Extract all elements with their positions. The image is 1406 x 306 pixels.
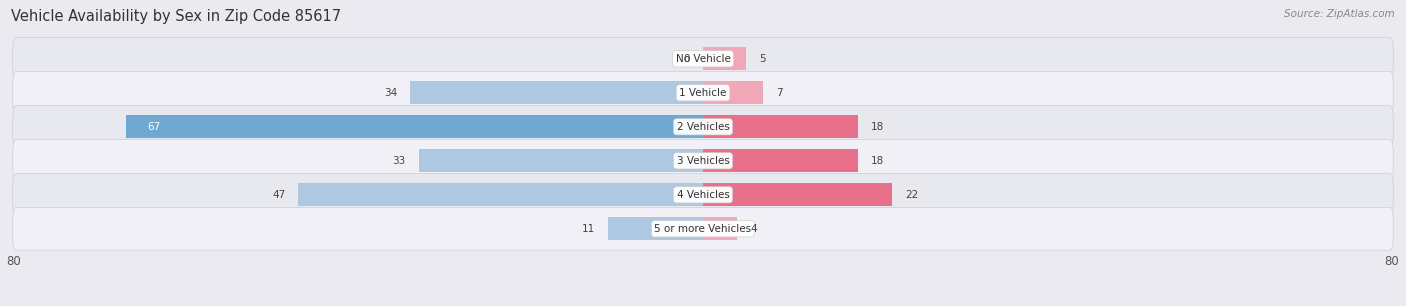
Text: Vehicle Availability by Sex in Zip Code 85617: Vehicle Availability by Sex in Zip Code … [11,9,342,24]
Bar [703,81,763,104]
Text: 5: 5 [759,54,766,64]
Bar [609,217,703,241]
Text: 47: 47 [273,190,285,200]
Text: 4: 4 [751,224,756,234]
Bar [298,183,703,206]
Bar [127,115,703,138]
Text: 22: 22 [905,190,918,200]
Text: 7: 7 [776,88,783,98]
Bar [419,149,703,172]
Text: 3 Vehicles: 3 Vehicles [676,156,730,166]
Text: 11: 11 [582,224,595,234]
Text: 5 or more Vehicles: 5 or more Vehicles [654,224,752,234]
Bar [703,183,893,206]
Text: 0: 0 [683,54,690,64]
Text: 18: 18 [870,122,884,132]
Text: 4 Vehicles: 4 Vehicles [676,190,730,200]
FancyBboxPatch shape [13,174,1393,216]
FancyBboxPatch shape [13,71,1393,114]
Text: Source: ZipAtlas.com: Source: ZipAtlas.com [1284,9,1395,19]
FancyBboxPatch shape [13,207,1393,250]
FancyBboxPatch shape [13,37,1393,80]
Text: 18: 18 [870,156,884,166]
Text: No Vehicle: No Vehicle [675,54,731,64]
Bar [703,149,858,172]
Text: 2 Vehicles: 2 Vehicles [676,122,730,132]
Text: 67: 67 [148,122,160,132]
Bar [703,47,747,70]
Text: 33: 33 [392,156,406,166]
Bar [703,217,738,241]
FancyBboxPatch shape [13,140,1393,182]
Bar [411,81,703,104]
Text: 1 Vehicle: 1 Vehicle [679,88,727,98]
FancyBboxPatch shape [13,105,1393,148]
Text: 34: 34 [384,88,398,98]
Bar [703,115,858,138]
